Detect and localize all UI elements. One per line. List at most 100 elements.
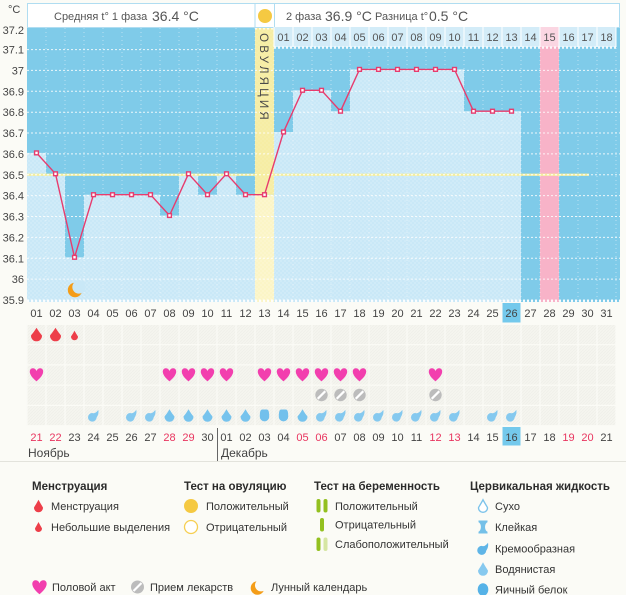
svg-text:ОВУЛЯЦИЯ: ОВУЛЯЦИЯ	[257, 33, 269, 123]
svg-text:Положительный: Положительный	[206, 501, 289, 513]
svg-text:20: 20	[391, 308, 403, 320]
svg-text:17: 17	[581, 32, 593, 44]
svg-text:22: 22	[429, 308, 441, 320]
svg-text:25: 25	[106, 432, 118, 444]
svg-text:28: 28	[543, 308, 555, 320]
svg-text:Яичный белок: Яичный белок	[495, 585, 568, 595]
svg-text:36.8: 36.8	[3, 107, 24, 119]
svg-text:Отрицательный: Отрицательный	[206, 522, 287, 534]
svg-text:14: 14	[524, 32, 536, 44]
svg-text:06: 06	[372, 32, 384, 44]
svg-text:15: 15	[296, 308, 308, 320]
svg-text:03: 03	[315, 32, 327, 44]
svg-text:21: 21	[30, 432, 42, 444]
svg-text:05: 05	[353, 32, 365, 44]
svg-text:27: 27	[524, 308, 536, 320]
svg-text:08: 08	[163, 308, 175, 320]
svg-text:02: 02	[296, 32, 308, 44]
svg-text:03: 03	[258, 432, 270, 444]
svg-text:16: 16	[505, 432, 517, 444]
svg-text:37: 37	[12, 65, 24, 77]
svg-text:04: 04	[334, 32, 346, 44]
svg-text:Лунный календарь: Лунный календарь	[271, 582, 368, 594]
svg-text:01: 01	[220, 432, 232, 444]
svg-text:18: 18	[600, 32, 612, 44]
svg-text:15: 15	[486, 432, 498, 444]
svg-text:Менструация: Менструация	[51, 501, 119, 513]
svg-text:01: 01	[30, 308, 42, 320]
svg-text:11: 11	[221, 308, 232, 320]
svg-text:13: 13	[505, 32, 517, 44]
svg-text:Клейкая: Клейкая	[495, 522, 537, 534]
svg-text:0.5 °C: 0.5 °C	[429, 8, 468, 24]
svg-text:21: 21	[600, 432, 612, 444]
svg-text:Слабоположительный: Слабоположительный	[335, 539, 449, 551]
svg-text:29: 29	[562, 308, 574, 320]
svg-text:°C: °C	[8, 4, 20, 16]
svg-text:36.4 °C: 36.4 °C	[152, 8, 199, 24]
svg-text:14: 14	[277, 308, 289, 320]
svg-text:18: 18	[353, 308, 365, 320]
svg-text:35.9: 35.9	[3, 295, 24, 307]
svg-text:11: 11	[468, 32, 479, 44]
svg-text:19: 19	[562, 432, 574, 444]
svg-text:22: 22	[49, 432, 61, 444]
svg-text:Прием лекарств: Прием лекарств	[150, 582, 233, 594]
svg-text:07: 07	[391, 32, 403, 44]
svg-text:12: 12	[486, 32, 498, 44]
svg-text:Цервикальная жидкость: Цервикальная жидкость	[470, 481, 610, 493]
svg-text:14: 14	[467, 432, 479, 444]
svg-text:15: 15	[543, 32, 555, 44]
svg-text:24: 24	[467, 308, 479, 320]
svg-text:Декабрь: Декабрь	[221, 446, 268, 460]
svg-text:Отрицательный: Отрицательный	[335, 520, 416, 532]
svg-text:36.2: 36.2	[3, 232, 24, 244]
svg-text:Ноябрь: Ноябрь	[28, 446, 70, 460]
svg-text:05: 05	[106, 308, 118, 320]
svg-text:28: 28	[163, 432, 175, 444]
svg-text:10: 10	[448, 32, 460, 44]
svg-text:Средняя t° 1 фаза: Средняя t° 1 фаза	[54, 11, 148, 23]
svg-text:Менструация: Менструация	[32, 481, 107, 493]
svg-text:08: 08	[410, 32, 422, 44]
svg-text:10: 10	[391, 432, 403, 444]
svg-text:04: 04	[277, 432, 289, 444]
svg-text:07: 07	[144, 308, 156, 320]
svg-text:36.9: 36.9	[3, 86, 24, 98]
svg-text:12: 12	[429, 432, 441, 444]
svg-text:36.5: 36.5	[3, 170, 24, 182]
svg-text:16: 16	[315, 308, 327, 320]
svg-text:07: 07	[334, 432, 346, 444]
svg-text:12: 12	[239, 308, 251, 320]
svg-text:16: 16	[562, 32, 574, 44]
svg-text:2 фаза: 2 фаза	[286, 11, 322, 23]
svg-text:37.2: 37.2	[3, 25, 24, 37]
svg-text:Водянистая: Водянистая	[495, 564, 555, 576]
svg-text:36.3: 36.3	[3, 212, 24, 224]
svg-text:Положительный: Положительный	[335, 501, 418, 513]
svg-text:19: 19	[372, 308, 384, 320]
svg-text:Разница t°: Разница t°	[375, 11, 428, 23]
svg-text:09: 09	[182, 308, 194, 320]
svg-text:36.4: 36.4	[3, 191, 24, 203]
svg-text:01: 01	[277, 32, 289, 44]
svg-text:Тест на овуляцию: Тест на овуляцию	[184, 481, 287, 493]
svg-text:23: 23	[68, 432, 80, 444]
svg-text:Кремообразная: Кремообразная	[495, 544, 575, 556]
svg-text:02: 02	[239, 432, 251, 444]
svg-text:04: 04	[87, 308, 99, 320]
svg-text:11: 11	[411, 432, 422, 444]
svg-text:30: 30	[581, 308, 593, 320]
svg-text:13: 13	[448, 432, 460, 444]
svg-text:09: 09	[429, 32, 441, 44]
svg-text:31: 31	[600, 308, 612, 320]
svg-text:26: 26	[505, 308, 517, 320]
svg-text:24: 24	[87, 432, 99, 444]
svg-text:36.1: 36.1	[3, 253, 24, 265]
svg-text:09: 09	[372, 432, 384, 444]
svg-text:37.1: 37.1	[3, 45, 24, 57]
svg-text:23: 23	[448, 308, 460, 320]
svg-text:06: 06	[315, 432, 327, 444]
svg-text:36: 36	[12, 274, 24, 286]
svg-text:Небольшие выделения: Небольшие выделения	[51, 522, 170, 534]
